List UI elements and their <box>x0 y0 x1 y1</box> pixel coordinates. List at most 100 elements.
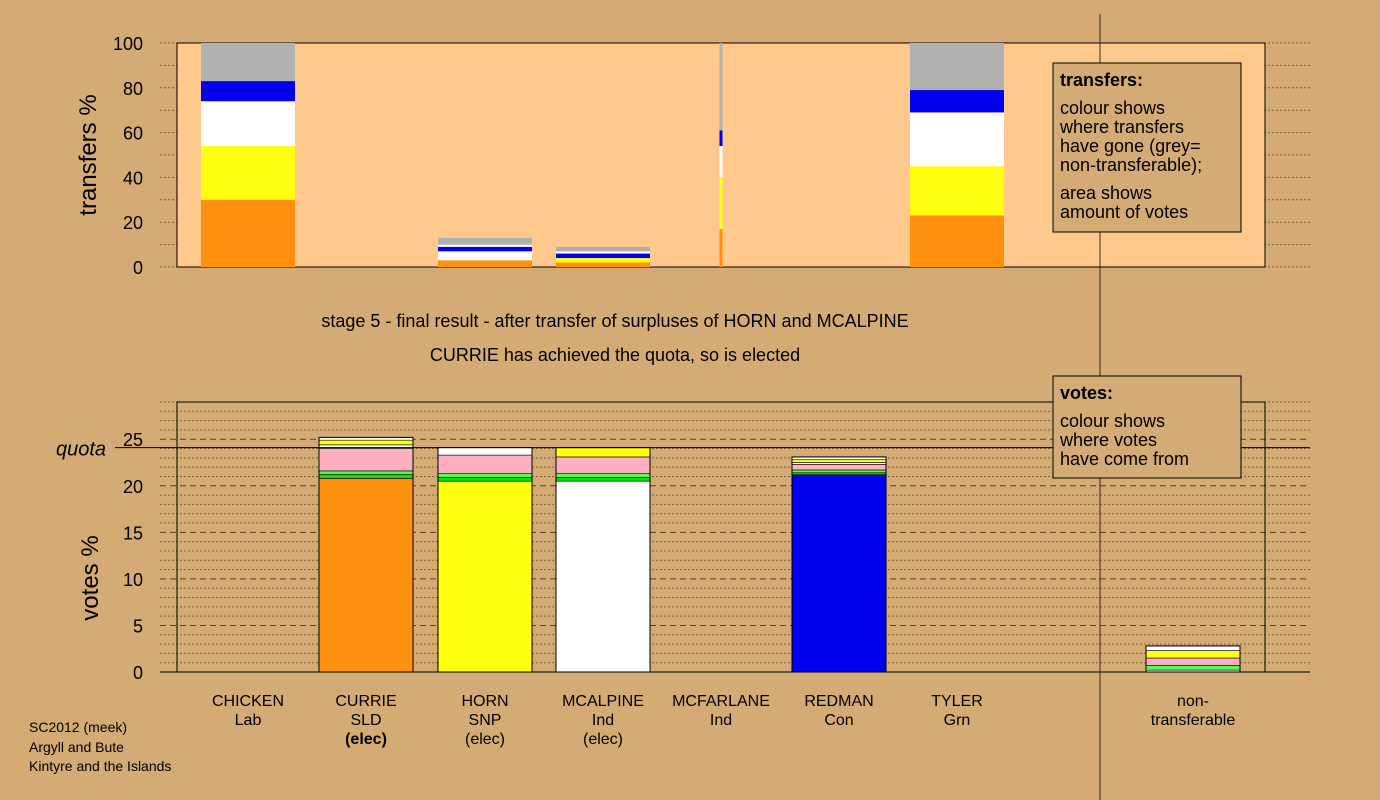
bar-segment <box>438 244 532 247</box>
candidate-status: (elec) <box>465 731 505 748</box>
bar-segment <box>556 251 650 254</box>
bar-segment <box>719 177 723 229</box>
bar-segment <box>910 112 1004 167</box>
bar-segment <box>719 43 723 131</box>
bar-segment <box>438 260 532 267</box>
votes-legend-line: have come from <box>1060 449 1189 469</box>
bar-segment <box>791 469 887 474</box>
bar-segment <box>556 262 650 267</box>
bar-segment <box>910 166 1004 216</box>
bar-segment <box>201 43 295 82</box>
y-tick-label: 20 <box>123 213 143 233</box>
candidate-name: CURRIE <box>335 693 396 710</box>
footer-ward: Kintyre and the Islands <box>29 758 171 774</box>
y-tick-label: 15 <box>123 523 143 543</box>
quota-label: quota <box>56 439 106 461</box>
bar-segment <box>318 474 414 479</box>
bar-segment <box>719 130 723 147</box>
stage-description: stage 5 - final result - after transfer … <box>321 311 908 331</box>
bar-segment <box>438 246 532 252</box>
votes-bars <box>318 436 1241 673</box>
candidate-name: MCFARLANE <box>672 693 770 710</box>
bar-segment <box>719 228 723 267</box>
stage-result: CURRIE has achieved the quota, so is ele… <box>430 345 800 365</box>
candidate-name: REDMAN <box>804 693 873 710</box>
candidate-party: SNP <box>469 712 502 729</box>
bar-segment <box>318 448 414 472</box>
footer-election: SC2012 (meek) <box>29 719 127 735</box>
y-tick-label: 0 <box>133 663 143 683</box>
bar-segment <box>910 90 1004 113</box>
transfers-legend-line: have gone (grey= <box>1060 136 1201 156</box>
footer-council: Argyll and Bute <box>29 739 124 755</box>
candidate-party: Grn <box>944 712 971 729</box>
candidate-party: Lab <box>235 712 262 729</box>
bar-segment <box>556 258 650 263</box>
candidate-name: MCALPINE <box>562 693 644 710</box>
transfers-bars <box>201 43 1004 267</box>
bar-segment <box>791 474 887 673</box>
bar-segment <box>201 146 295 200</box>
votes-legend-title: votes: <box>1060 383 1113 403</box>
y-tick-label: 10 <box>123 570 143 590</box>
bar-segment <box>910 43 1004 91</box>
transfers-legend-line: where transfers <box>1059 117 1184 137</box>
votes-legend-line: where votes <box>1059 430 1157 450</box>
bar-segment <box>791 464 887 471</box>
candidate-party: Ind <box>710 712 732 729</box>
bar-segment <box>555 480 651 673</box>
transfers-y-ticks: 0 20 40 60 80 100 <box>113 34 143 278</box>
bar-segment <box>555 477 651 482</box>
transfers-legend-line: area shows <box>1060 183 1152 203</box>
y-tick-label: 40 <box>123 168 143 188</box>
footer: SC2012 (meek) Argyll and Bute Kintyre an… <box>29 719 171 774</box>
bar-segment <box>437 447 533 456</box>
bar-segment <box>437 480 533 673</box>
bar-segment <box>556 253 650 259</box>
bar-segment <box>201 101 295 147</box>
transfers-legend-box: transfers: colour shows where transfers … <box>1052 62 1242 233</box>
bar-segment <box>437 473 533 478</box>
bar-segment <box>438 251 532 261</box>
bar-segment <box>201 81 295 102</box>
transfers-legend-line: amount of votes <box>1060 202 1188 222</box>
candidate-name: non- <box>1177 693 1209 710</box>
candidate-party: Ind <box>592 712 614 729</box>
candidate-party: Con <box>824 712 853 729</box>
transfers-legend-line: non-transferable); <box>1060 155 1202 175</box>
votes-legend-box: votes: colour shows where votes have com… <box>1052 375 1242 479</box>
transfers-y-axis-label: transfers % <box>75 94 102 215</box>
bar-segment <box>437 454 533 474</box>
bar-segment <box>555 473 651 478</box>
bar-segment <box>318 478 414 673</box>
bar-segment <box>437 477 533 482</box>
candidate-status: (elec) <box>583 731 623 748</box>
bar-segment <box>318 470 414 475</box>
votes-y-ticks: 0 5 10 15 20 25 <box>123 430 143 683</box>
votes-legend-line: colour shows <box>1060 411 1165 431</box>
transfers-legend-title: transfers: <box>1060 70 1143 90</box>
bar-segment <box>1145 650 1241 659</box>
y-tick-label: 20 <box>123 477 143 497</box>
y-tick-label: 60 <box>123 124 143 144</box>
bar-segment <box>556 246 650 252</box>
y-tick-label: 80 <box>123 79 143 99</box>
votes-y-axis-label: votes % <box>77 535 104 620</box>
bar-segment <box>1145 657 1241 666</box>
candidate-party: SLD <box>350 712 381 729</box>
bar-segment <box>1145 645 1241 651</box>
bar-segment <box>910 215 1004 267</box>
bar-segment <box>555 447 651 458</box>
bar-segment <box>791 459 887 463</box>
transfers-legend-line: colour shows <box>1060 98 1165 118</box>
candidate-party: transferable <box>1151 712 1236 729</box>
candidate-name: HORN <box>461 693 508 710</box>
bar-segment <box>555 456 651 474</box>
candidate-labels: CHICKEN Lab CURRIE SLD (elec) HORN SNP (elec) MC… <box>212 693 1235 748</box>
bar-segment <box>1145 665 1241 671</box>
candidate-status: (elec) <box>345 731 387 748</box>
y-tick-label: 5 <box>133 616 143 636</box>
bar-segment <box>318 439 414 446</box>
candidate-name: CHICKEN <box>212 693 284 710</box>
